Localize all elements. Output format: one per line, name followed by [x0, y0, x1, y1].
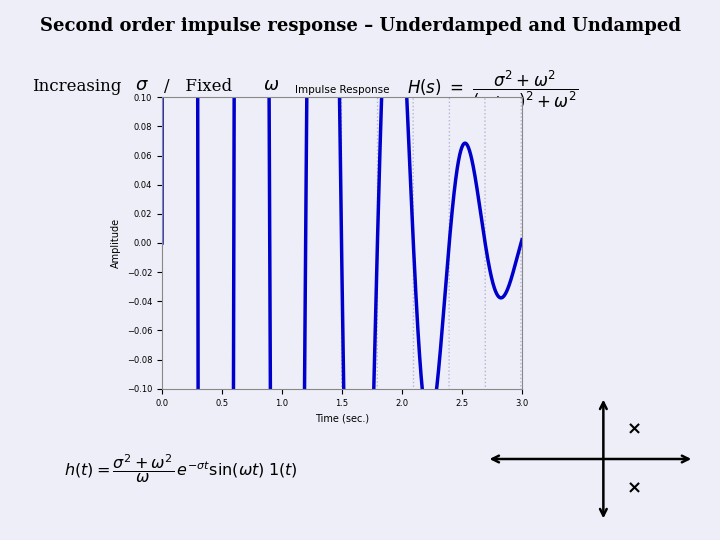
Text: $H(s)\ =\ \dfrac{\sigma^2+\omega^2}{(s+\sigma)^2+\omega^2}$: $H(s)\ =\ \dfrac{\sigma^2+\omega^2}{(s+\…	[407, 69, 578, 112]
Text: $\omega$: $\omega$	[263, 76, 279, 94]
Y-axis label: Amplitude: Amplitude	[111, 218, 121, 268]
Text: $\sigma$: $\sigma$	[135, 76, 149, 94]
X-axis label: Time (sec.): Time (sec.)	[315, 413, 369, 423]
Text: /   Fixed: / Fixed	[164, 78, 233, 95]
Text: $\mathbf{\times}$: $\mathbf{\times}$	[626, 420, 641, 438]
Title: Impulse Response: Impulse Response	[294, 85, 390, 95]
Text: $\mathbf{\times}$: $\mathbf{\times}$	[626, 480, 641, 498]
Text: $h(t) = \dfrac{\sigma^2+\omega^2}{\omega}\,e^{-\sigma t}\sin(\omega t)\;1(t)$: $h(t) = \dfrac{\sigma^2+\omega^2}{\omega…	[63, 452, 297, 485]
Text: Second order impulse response – Underdamped and Undamped: Second order impulse response – Underdam…	[40, 17, 680, 35]
Text: Increasing: Increasing	[32, 78, 122, 95]
